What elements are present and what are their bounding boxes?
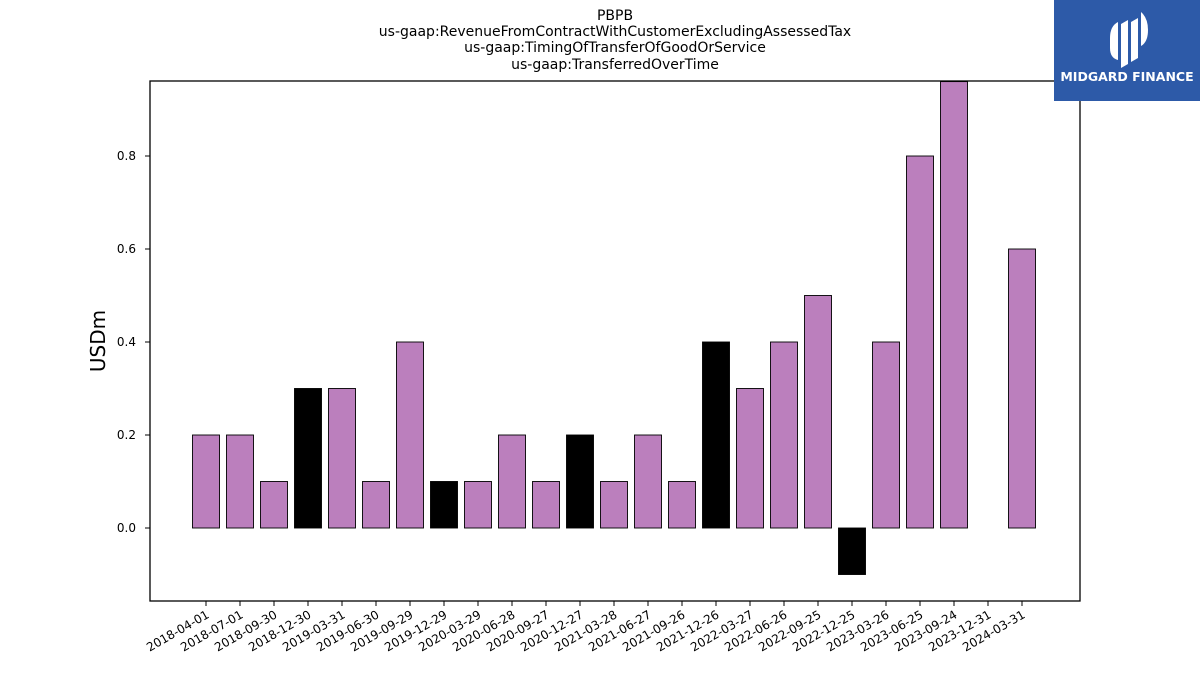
chart-title-line-3: us-gaap:TimingOfTransferOfGoodOrService (464, 40, 766, 56)
bar-2021-06-27 (634, 434, 662, 529)
bar-2020-09-27 (532, 481, 560, 529)
chart-title-line-1: PBPB (597, 8, 633, 24)
chart-title-line-2: us-gaap:RevenueFromContractWithCustomerE… (379, 24, 851, 40)
bar-2023-09-24 (940, 81, 968, 529)
chart-title-line-4: us-gaap:TransferredOverTime (511, 57, 719, 73)
bar-2019-06-30 (362, 481, 390, 529)
bar-2022-09-25 (804, 295, 832, 529)
bar-2020-03-29 (464, 481, 492, 529)
midgard-finance-logo: MIDGARD FINANCE (1054, 0, 1200, 101)
bar-2020-12-27 (566, 434, 594, 529)
bar-2018-04-01 (192, 434, 220, 529)
bar-2021-09-26 (668, 481, 696, 529)
plot-frame (149, 80, 1081, 602)
bar-2022-06-26 (770, 341, 798, 529)
y-ticks-layer: 0.0 0.2 0.4 0.6 0.8 (117, 149, 150, 535)
y-tick-label: 0.6 (117, 242, 136, 256)
bar-2023-03-26 (872, 341, 900, 529)
y-tick-label: 0.4 (117, 335, 136, 349)
y-axis-label: USDm (86, 310, 110, 372)
logo-text: MIDGARD FINANCE (1060, 69, 1194, 84)
bar-2019-03-31 (328, 388, 356, 529)
bar-2018-09-30 (260, 481, 288, 529)
y-tick-label: 0.2 (117, 428, 136, 442)
y-tick-label: 0.0 (117, 521, 136, 535)
x-ticks-layer: 2018-04-012018-07-012018-09-302018-12-30… (144, 601, 1028, 654)
bar-2023-06-25 (906, 155, 934, 529)
bar-2018-12-30 (294, 388, 322, 529)
bar-2021-03-28 (600, 481, 628, 529)
chart-title: PBPB us-gaap:RevenueFromContractWithCust… (379, 8, 851, 73)
bar-2022-03-27 (736, 388, 764, 529)
bar-2020-06-28 (498, 434, 526, 529)
bar-2022-12-25 (838, 527, 866, 575)
y-tick-label: 0.8 (117, 149, 136, 163)
bar-2018-07-01 (226, 434, 254, 529)
logo-mark-icon (1110, 12, 1148, 68)
bar-2019-12-29 (430, 481, 458, 529)
bars-layer (192, 81, 1036, 575)
bar-2019-09-29 (396, 341, 424, 529)
bar-2024-03-31 (1008, 248, 1036, 529)
bar-2021-12-26 (702, 341, 730, 529)
